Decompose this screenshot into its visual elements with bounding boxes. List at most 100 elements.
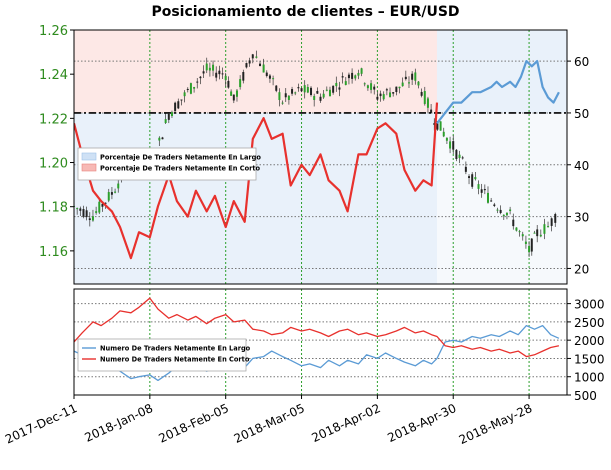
candle-body — [518, 231, 521, 233]
count-tick-label: 1500 — [574, 352, 605, 366]
candle-body — [338, 87, 341, 90]
candle-body — [224, 75, 227, 81]
candle-body — [366, 85, 369, 89]
candle-body — [104, 202, 107, 204]
candle-body — [496, 209, 499, 211]
candle-body — [319, 96, 322, 101]
candle-body — [287, 95, 290, 100]
short-zone-shade — [74, 30, 437, 113]
candle-body — [547, 226, 550, 228]
candle-body — [272, 78, 275, 80]
candle-body — [420, 91, 423, 96]
candle-body — [417, 81, 420, 86]
candle-body — [509, 209, 512, 212]
candle-body — [439, 121, 442, 131]
price-tick-label: 1.26 — [39, 24, 68, 39]
candle-body — [177, 101, 180, 109]
candle-body — [117, 183, 120, 189]
candle-body — [215, 72, 218, 78]
candle-body — [528, 245, 531, 253]
candle-body — [300, 88, 303, 92]
candle-body — [515, 227, 518, 231]
legend-swatch — [81, 163, 97, 172]
candle-body — [351, 72, 354, 79]
candle-body — [325, 89, 328, 91]
candle-body — [382, 94, 385, 100]
series-line — [74, 324, 560, 382]
candle-body — [278, 92, 281, 101]
candle-body — [550, 218, 553, 226]
price-positioning-panel: 1.26 1.24 1.22 1.20 1.18 1.16 60 50 40 30 20 Porcen… — [39, 24, 589, 285]
candle-body — [275, 85, 278, 91]
candle-body — [490, 200, 493, 202]
candle-body — [554, 214, 557, 223]
candle-body — [281, 102, 284, 104]
candle-body — [82, 209, 85, 217]
count-tick-label: 500 — [574, 389, 597, 403]
candle-body — [202, 71, 205, 74]
candle-body — [85, 210, 88, 218]
candle-body — [524, 241, 527, 244]
candle-body — [284, 93, 287, 98]
candle-body — [357, 72, 360, 76]
top-plot-frame — [73, 29, 568, 285]
date-tick-label: 2018-Mar-05 — [232, 401, 307, 446]
long-zone-shade — [74, 112, 437, 284]
candle-body — [196, 81, 199, 83]
candle-body — [306, 87, 309, 93]
trader-count-panel: 3000 2500 2000 1500 1000 500 Numero De Traders… — [73, 288, 605, 403]
percent-tick-label: 60 — [574, 55, 589, 69]
candle-body — [313, 96, 316, 101]
candle-body — [407, 82, 410, 84]
candle-body — [180, 99, 183, 101]
candle-body — [376, 96, 379, 100]
candle-body — [186, 88, 189, 90]
candle-body — [468, 176, 471, 178]
candle-body — [110, 192, 113, 195]
candle-body — [426, 98, 429, 108]
candle-body — [294, 92, 297, 94]
candle-body — [404, 76, 407, 80]
series-group — [436, 60, 560, 124]
candle-body — [480, 189, 483, 193]
candle-body — [265, 72, 268, 76]
candle-body — [107, 192, 110, 201]
candle-body — [255, 56, 258, 58]
candle-body — [161, 137, 164, 140]
candle-body — [245, 63, 248, 68]
candle-body — [248, 60, 251, 64]
candle-body — [452, 141, 455, 150]
candle-body — [189, 83, 192, 94]
candle-body — [354, 75, 357, 79]
candle-body — [543, 224, 546, 234]
candle-body — [322, 93, 325, 98]
percent-tick-label: 30 — [574, 211, 589, 225]
candle-body — [235, 90, 238, 97]
series-line — [74, 297, 560, 358]
candle-body — [297, 87, 300, 89]
candle-body — [483, 189, 486, 191]
count-tick-label: 2500 — [574, 316, 605, 330]
long-zone-shade — [436, 30, 567, 113]
legend-box — [77, 147, 257, 181]
legend-swatch — [81, 152, 97, 161]
series-line — [436, 60, 560, 124]
candle-body — [373, 86, 376, 90]
candle-body — [341, 76, 344, 78]
candle-body — [242, 72, 245, 81]
candle-body — [347, 74, 350, 79]
price-tick-label: 1.18 — [39, 201, 68, 216]
candle-body — [533, 232, 536, 234]
candle-body — [486, 192, 489, 203]
count-tick-label: 3000 — [574, 298, 605, 312]
candle-body — [221, 73, 224, 75]
candle-body — [363, 83, 366, 85]
candle-body — [430, 109, 433, 113]
date-axis: 2017-Dec-11 2018-Jan-08 2018-Feb-05 2018-Ma… — [3, 395, 534, 447]
series-line — [74, 102, 439, 260]
candle-body — [499, 209, 502, 214]
date-tick-label: 2018-Apr-02 — [309, 401, 382, 445]
price-tick-label: 1.20 — [39, 157, 68, 172]
candle-body — [458, 154, 461, 159]
